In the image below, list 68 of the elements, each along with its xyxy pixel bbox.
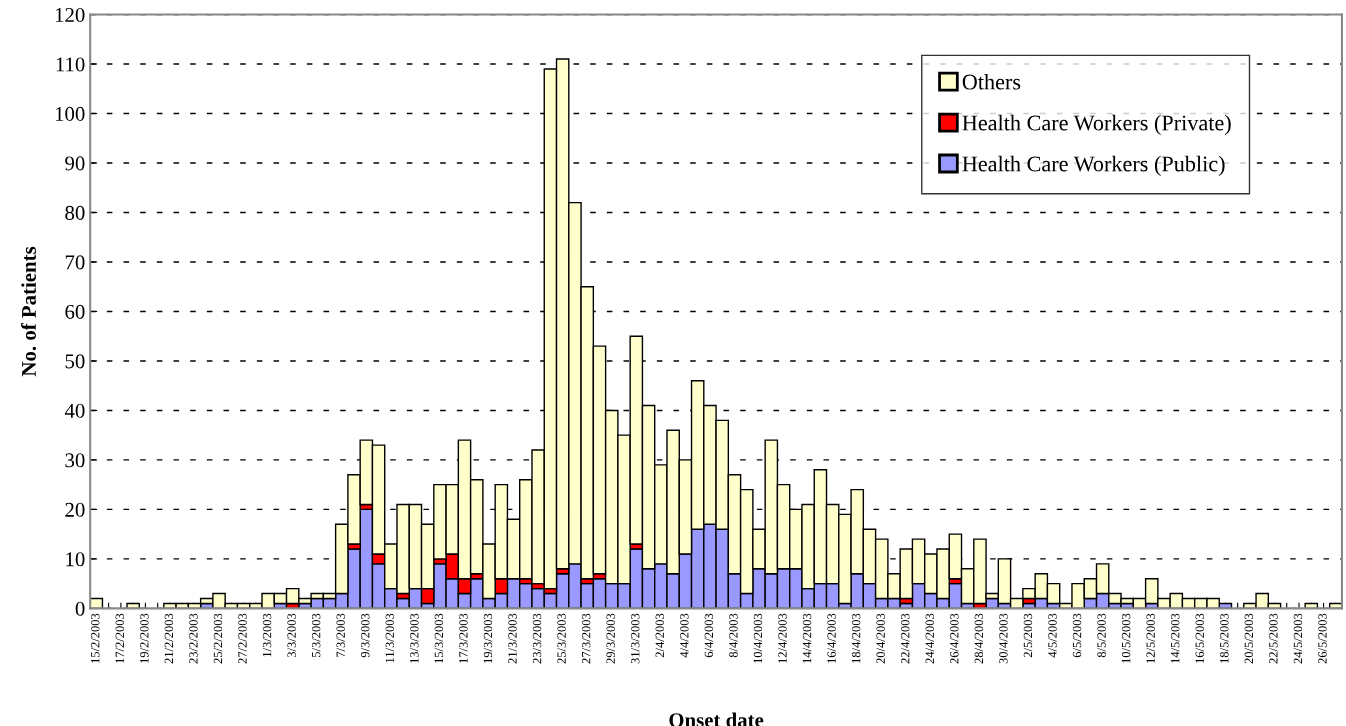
x-tick-label: 2/5/2003 — [1023, 613, 1033, 658]
y-tick-label: 20 — [65, 502, 85, 517]
x-tick-label: 26/4/2003 — [950, 613, 959, 664]
x-tick-label: 24/5/2003 — [1293, 613, 1303, 664]
y-axis-title: No. of Patients — [21, 246, 37, 377]
x-tick-label: 15/3/2003 — [434, 613, 444, 663]
x-tick-label: 10/5/2003 — [1121, 613, 1131, 663]
legend-label: Health Care Workers (Private) — [962, 114, 1231, 136]
x-tick-label: 16/5/2003 — [1195, 613, 1204, 663]
x-tick-label: 2/4/2003 — [655, 613, 664, 658]
y-tick-label: 60 — [65, 304, 85, 319]
x-tick-label: 4/5/2003 — [1048, 613, 1057, 658]
y-tick-label: 100 — [55, 106, 85, 121]
x-tick-label: 14/5/2003 — [1170, 613, 1180, 663]
x-tick-label: 6/5/2003 — [1072, 613, 1082, 658]
y-tick-label: 80 — [65, 205, 85, 220]
y-tick-label: 50 — [65, 354, 85, 369]
y-tick-label: 70 — [65, 255, 85, 270]
x-tick-label: 3/3/2003 — [287, 613, 296, 658]
x-tick-label: 1/3/2003 — [262, 613, 272, 657]
x-tick-label: 12/5/2003 — [1146, 613, 1155, 663]
x-tick-label: 22/4/2003 — [900, 613, 910, 664]
x-tick-label: 17/2/2003 — [115, 613, 124, 663]
y-tick-label: 90 — [65, 156, 85, 171]
x-tick-label: 23/2/2003 — [189, 613, 198, 664]
x-tick-label: 14/4/2003 — [802, 613, 812, 663]
x-tick-label: 26/5/2003 — [1318, 613, 1327, 664]
x-tick-label: 4/4/2003 — [680, 613, 689, 658]
x-tick-label: 30/4/2003 — [999, 613, 1008, 664]
x-tick-label: 23/3/2003 — [532, 613, 542, 664]
y-tick-label: 30 — [65, 453, 85, 468]
legend-label: Others — [962, 73, 1021, 90]
x-tick-label: 19/2/2003 — [140, 613, 149, 663]
x-tick-label: 28/4/2003 — [974, 613, 984, 664]
x-tick-label: 9/3/2003 — [361, 613, 370, 658]
x-tick-label: 25/3/2003 — [557, 613, 566, 664]
x-tick-label: 5/3/2003 — [311, 613, 321, 657]
x-tick-label: 20/4/2003 — [876, 613, 885, 664]
x-tick-label: 25/2/2003 — [213, 613, 223, 664]
y-tick-label: 120 — [55, 7, 85, 22]
x-tick-label: 7/3/2003 — [336, 613, 345, 657]
x-tick-label: 27/3/2003 — [581, 613, 591, 664]
x-tick-label: 21/3/2003 — [508, 613, 517, 664]
x-tick-label: 11/3/2003 — [385, 613, 394, 663]
x-tick-label: 22/5/2003 — [1269, 613, 1278, 664]
y-tick-label: 110 — [56, 57, 85, 72]
legend-label: Health Care Workers (Public) — [962, 155, 1225, 176]
x-tick-label: 15/2/2003 — [91, 613, 100, 663]
x-tick-label: 18/5/2003 — [1220, 613, 1229, 663]
x-tick-label: 20/5/2003 — [1244, 613, 1254, 664]
x-tick-label: 31/3/2003 — [631, 613, 640, 664]
x-tick-label: 27/2/2003 — [238, 613, 247, 664]
x-tick-label: 17/3/2003 — [459, 613, 468, 663]
x-tick-label: 8/4/2003 — [729, 613, 738, 658]
x-tick-label: 6/4/2003 — [704, 613, 714, 658]
x-tick-label: 29/3/2003 — [606, 613, 615, 664]
x-tick-label: 16/4/2003 — [827, 613, 836, 663]
x-tick-label: 12/4/2003 — [778, 613, 787, 663]
y-tick-label: 40 — [64, 403, 85, 418]
y-tick-label: 0 — [75, 601, 85, 616]
x-tick-label: 13/3/2003 — [410, 613, 419, 663]
x-tick-label: 10/4/2003 — [753, 613, 763, 663]
y-tick-label: 10 — [66, 552, 85, 567]
x-tick-label: 24/4/2003 — [925, 613, 934, 664]
x-tick-label: 8/5/2003 — [1097, 613, 1106, 658]
x-tick-label: 18/4/2003 — [851, 613, 861, 663]
x-tick-label: 19/3/2003 — [483, 613, 493, 663]
x-tick-label: 21/2/2003 — [164, 613, 174, 664]
